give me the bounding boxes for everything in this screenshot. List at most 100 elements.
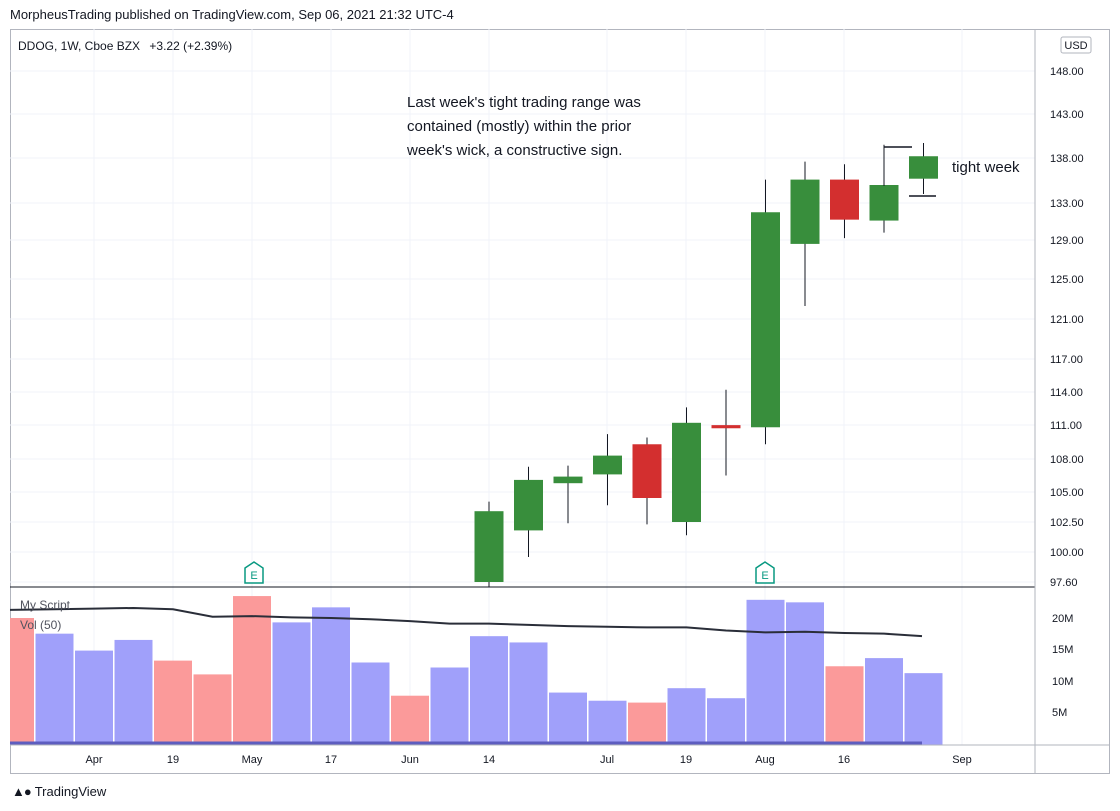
volume-bar[interactable] — [351, 662, 390, 745]
volume-bar[interactable] — [312, 607, 350, 745]
candle-body — [474, 511, 504, 582]
time-tick-label: Sep — [952, 754, 972, 766]
volume-bar[interactable] — [154, 660, 192, 745]
svg-text:E: E — [250, 570, 257, 582]
price-tick-label: 148.00 — [1050, 66, 1084, 78]
volume-bar[interactable] — [470, 636, 508, 745]
currency-badge-label: USD — [1064, 40, 1087, 52]
price-grid — [10, 70, 1035, 583]
tight-week-label: tight week — [952, 159, 1020, 176]
price-tick-label: 111.00 — [1050, 420, 1082, 432]
time-tick-label: Apr — [85, 754, 102, 766]
candle-body — [869, 185, 899, 221]
volume-tick-label: 10M — [1052, 676, 1073, 688]
candle-body — [711, 425, 741, 429]
price-tick-label: 102.50 — [1050, 517, 1084, 529]
candle[interactable] — [830, 164, 859, 239]
price-tick-label: 133.00 — [1050, 198, 1084, 210]
tradingview-logo-icon: ▲● — [12, 784, 32, 799]
candle[interactable] — [751, 179, 780, 445]
volume-bar[interactable] — [865, 658, 903, 745]
price-tick-label: 97.60 — [1050, 577, 1078, 589]
time-tick-label: Jul — [600, 754, 614, 766]
symbol-legend: DDOG, 1W, Cboe BZX +3.22 (+2.39%) — [18, 39, 232, 53]
chart-frame — [10, 29, 1110, 774]
price-tick-label: 121.00 — [1050, 314, 1084, 326]
time-tick-label: 19 — [680, 754, 692, 766]
candle-body — [672, 422, 701, 522]
volume-tick-label: 15M — [1052, 644, 1073, 656]
candle-body — [593, 455, 622, 475]
currency-badge[interactable] — [1060, 36, 1092, 54]
time-grid — [93, 29, 963, 745]
time-tick-label: 14 — [483, 754, 495, 766]
candle[interactable] — [593, 434, 622, 506]
volume-bar[interactable] — [430, 667, 469, 745]
price-tick-label: 108.00 — [1050, 454, 1084, 466]
volume-bar[interactable] — [75, 650, 113, 745]
volume-bars — [10, 596, 943, 745]
candle[interactable] — [711, 389, 741, 476]
time-tick-label: 16 — [838, 754, 850, 766]
price-tick-label: 105.00 — [1050, 487, 1084, 499]
volume-bar[interactable] — [193, 674, 232, 745]
candle-body — [632, 444, 662, 498]
price-tick-label: 129.00 — [1050, 235, 1084, 247]
script-label: My Script — [20, 598, 71, 612]
time-tick-label: 19 — [167, 754, 179, 766]
candle[interactable] — [514, 466, 543, 557]
volume-bar[interactable] — [904, 673, 943, 745]
brand-label: TradingView — [34, 784, 107, 799]
volume-bar[interactable] — [628, 702, 666, 745]
candle-body — [514, 479, 543, 531]
svg-text:E: E — [761, 570, 768, 582]
tradingview-brand[interactable]: ▲● TradingView — [12, 784, 106, 799]
volume-bar[interactable] — [35, 633, 74, 745]
volume-bar[interactable] — [667, 688, 706, 745]
volume-tick-label: 5M — [1052, 707, 1067, 719]
volume-bar[interactable] — [114, 639, 153, 745]
volume-bar[interactable] — [786, 602, 824, 745]
volume-bar[interactable] — [272, 622, 311, 745]
candle[interactable] — [790, 161, 820, 306]
time-tick-label: Aug — [755, 754, 775, 766]
candle-body — [830, 179, 859, 220]
earnings-marker-may[interactable]: E — [244, 561, 264, 584]
candle-body — [751, 212, 780, 428]
price-tick-label: 143.00 — [1050, 109, 1084, 121]
candle[interactable] — [672, 407, 701, 536]
volume-bar[interactable] — [825, 666, 864, 745]
price-tick-label: 117.00 — [1050, 354, 1083, 366]
volume-axis: 20M 15M 10M 5M — [1052, 613, 1073, 719]
earnings-marker-aug[interactable]: E — [755, 561, 775, 584]
volume-tick-label: 20M — [1052, 613, 1073, 625]
candles — [474, 143, 938, 587]
time-tick-label: May — [242, 754, 263, 766]
candle[interactable] — [909, 143, 938, 194]
publisher-credit: MorpheusTrading published on TradingView… — [10, 7, 454, 22]
annotation-note: Last week's tight trading range was cont… — [406, 94, 645, 159]
time-tick-label: Jun — [401, 754, 419, 766]
candle-body — [909, 156, 938, 179]
candle[interactable] — [474, 501, 504, 587]
candle[interactable] — [553, 465, 583, 524]
price-tick-label: 100.00 — [1050, 547, 1084, 559]
price-tick-label: 125.00 — [1050, 274, 1084, 286]
time-axis: Apr 19 May 17 Jun 14 Jul 19 Aug 16 Sep — [85, 754, 971, 766]
volume-bar[interactable] — [391, 695, 429, 745]
price-axis: 148.00 143.00 138.00 133.00 129.00 125.00 121.… — [1050, 66, 1084, 589]
volume-ma-line — [9, 606, 923, 638]
volume-bar[interactable] — [10, 618, 34, 745]
volume-bar[interactable] — [707, 698, 745, 745]
price-tick-label: 138.00 — [1050, 153, 1084, 165]
volume-bar[interactable] — [588, 700, 627, 745]
candle-body — [790, 179, 820, 244]
price-tick-label: 114.00 — [1050, 387, 1083, 399]
candle-body — [553, 476, 583, 484]
volume-bar[interactable] — [509, 642, 548, 745]
volume-bar[interactable] — [549, 692, 587, 745]
volume-bar[interactable] — [233, 596, 271, 745]
candle[interactable] — [632, 437, 662, 525]
volume-bar[interactable] — [746, 599, 785, 745]
